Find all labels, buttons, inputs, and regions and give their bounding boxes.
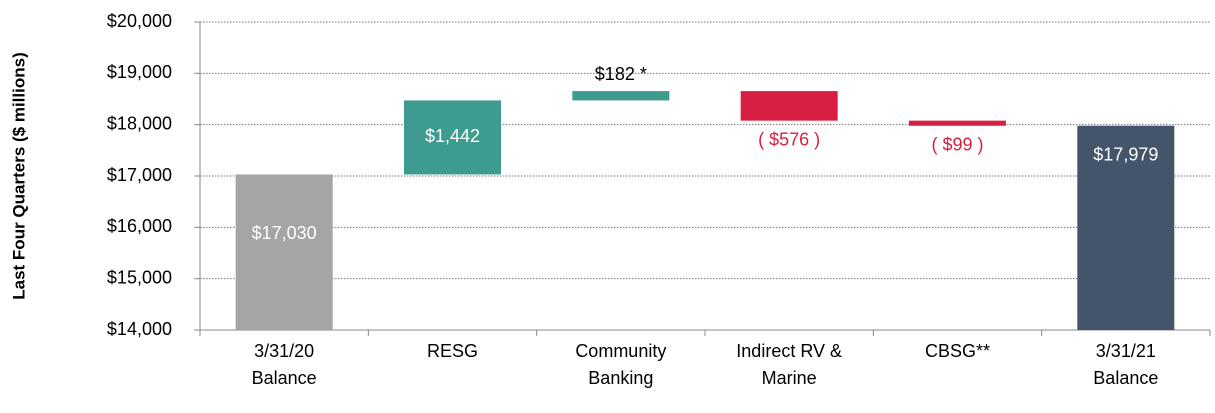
x-tick-label: 3/31/21	[1096, 341, 1156, 361]
x-tick-label: Marine	[762, 368, 817, 388]
y-tick-label: $15,000	[107, 267, 172, 287]
x-tick-label: Balance	[1093, 368, 1158, 388]
y-tick-label: $18,000	[107, 113, 172, 133]
x-tick-label: CBSG**	[925, 341, 990, 361]
bar	[235, 174, 333, 330]
x-tick-label: Balance	[252, 368, 317, 388]
x-tick-label: Banking	[588, 368, 653, 388]
y-tick-label: $14,000	[107, 319, 172, 339]
x-tick-label: Indirect RV &	[736, 341, 842, 361]
bar	[1077, 125, 1175, 331]
value-label: $17,030	[252, 223, 317, 243]
y-tick-label: $16,000	[107, 216, 172, 236]
x-tick-label: RESG	[427, 341, 478, 361]
value-label: ( $576 )	[758, 129, 820, 149]
bar	[740, 91, 838, 121]
bar	[572, 91, 670, 101]
value-label: $182 *	[595, 64, 647, 84]
x-tick-label: Community	[575, 341, 666, 361]
bar	[909, 120, 1006, 126]
value-label: $1,442	[425, 126, 480, 146]
x-tick-label: 3/31/20	[254, 341, 314, 361]
bar	[404, 100, 501, 175]
y-tick-label: $19,000	[107, 62, 172, 82]
value-label: $17,979	[1093, 144, 1158, 164]
y-tick-label: $17,000	[107, 165, 172, 185]
y-tick-label: $20,000	[107, 11, 172, 31]
y-axis-label: Last Four Quarters ($ millions)	[9, 52, 28, 300]
value-label: ( $99 )	[931, 134, 983, 154]
